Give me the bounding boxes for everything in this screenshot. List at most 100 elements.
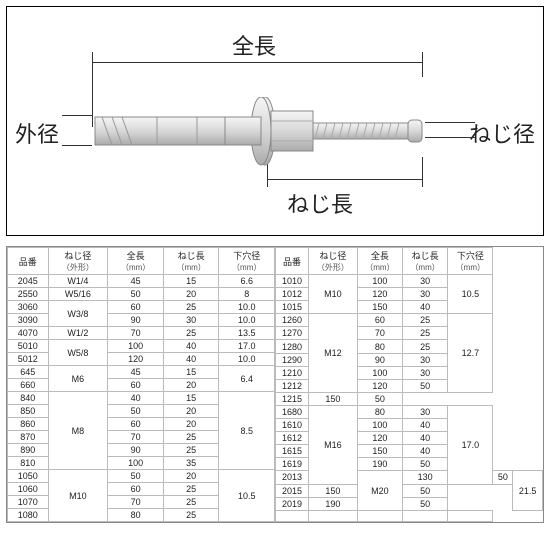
- cell-total-len: 90: [108, 444, 164, 457]
- cell-thread-len: 25: [163, 301, 219, 314]
- cell-part-no: 870: [8, 431, 49, 444]
- cell-thread-dia: W1/4: [48, 275, 108, 288]
- cell-hole-dia: 10.0: [219, 314, 275, 327]
- cell-part-no: 1050: [8, 470, 49, 483]
- cell-part-no: 1060: [8, 483, 49, 496]
- cell-part-no: 2550: [8, 288, 49, 301]
- cell-part-no: 1610: [276, 419, 309, 432]
- cell-total-len: 130: [402, 471, 447, 484]
- cell-thread-len: 50: [402, 484, 447, 497]
- cell-hole-dia: 6.6: [219, 275, 275, 288]
- label-total-length: 全長: [232, 29, 276, 61]
- cell-thread-len: 50: [402, 497, 447, 510]
- cell-total-len: 90: [108, 314, 164, 327]
- cell-hole-dia: [448, 510, 493, 521]
- cell-hole-dia: 10.5: [219, 470, 275, 522]
- cell-thread-dia: M8: [48, 392, 108, 470]
- cell-total-len: 70: [108, 496, 164, 509]
- cell-part-no: 1270: [276, 327, 309, 340]
- cell-part-no: 2019: [276, 497, 309, 510]
- cell-total-len: 45: [108, 366, 164, 379]
- table-row: 2550W5/1650208: [8, 288, 275, 301]
- col-part-no: 品番: [8, 248, 49, 275]
- cell-part-no: 2015: [276, 484, 309, 497]
- table-header-row: 品番 ねじ径（外形） 全長（mm） ねじ長（mm） 下穴径（mm）: [276, 248, 543, 275]
- cell-thread-dia: M12: [308, 314, 357, 393]
- cell-total-len: 150: [357, 301, 402, 314]
- cell-part-no: 1070: [8, 496, 49, 509]
- spec-table-right: 品番 ねじ径（外形） 全長（mm） ねじ長（mm） 下穴径（mm） 1010M1…: [275, 247, 543, 522]
- cell-part-no: 1010: [276, 275, 309, 288]
- cell-hole-dia: 13.5: [219, 327, 275, 340]
- spec-tables: 品番 ねじ径（外形） 全長（mm） ねじ長（mm） 下穴径（mm） 2045W1…: [6, 246, 544, 523]
- table-row: 1680M16803017.0: [276, 405, 543, 418]
- cell-thread-len: 20: [163, 470, 219, 483]
- table-row: 50121204010.0: [8, 353, 275, 366]
- cell-hole-dia: 21.5: [513, 471, 543, 510]
- cell-total-len: 50: [108, 470, 164, 483]
- cell-part-no: 5012: [8, 353, 49, 366]
- cell-thread-len: 50: [357, 392, 402, 405]
- cell-total-len: 60: [108, 483, 164, 496]
- cell-part-no: 810: [8, 457, 49, 470]
- cell-part-no: 1080: [8, 509, 49, 522]
- cell-total-len: 100: [357, 275, 402, 288]
- cell-total-len: 70: [108, 327, 164, 340]
- cell-part-no: 645: [8, 366, 49, 379]
- col-hole-dia: 下穴径（mm）: [219, 248, 275, 275]
- cell-thread-len: 25: [163, 327, 219, 340]
- cell-total-len: 50: [108, 288, 164, 301]
- table-row: 201919050: [276, 497, 543, 510]
- cell-part-no: 850: [8, 405, 49, 418]
- cell-hole-dia: 10.5: [448, 275, 493, 314]
- table-row: 840M840158.5: [8, 392, 275, 405]
- table-row: 3060W3/8602510.0: [8, 301, 275, 314]
- dim-line-top: [92, 62, 422, 63]
- cell-thread-len: 20: [163, 379, 219, 392]
- cell-part-no: 1615: [276, 445, 309, 458]
- table-row: 5010W5/81004017.0: [8, 340, 275, 353]
- cell-total-len: 120: [357, 432, 402, 445]
- cell-part-no: 1290: [276, 353, 309, 366]
- cell-thread-len: 20: [163, 288, 219, 301]
- cell-total-len: 60: [357, 314, 402, 327]
- cell-thread-len: 25: [402, 314, 447, 327]
- table-row: 1260M12602512.7: [276, 314, 543, 327]
- cell-thread-len: [402, 510, 447, 521]
- diagram-frame: 全長 外径 ねじ径 ねじ長: [6, 6, 544, 236]
- table-row: 2045W1/445156.6: [8, 275, 275, 288]
- cell-part-no: 1619: [276, 458, 309, 471]
- cell-total-len: 80: [357, 340, 402, 353]
- cell-total-len: 80: [357, 405, 402, 418]
- cell-part-no: 5010: [8, 340, 49, 353]
- col-thread-dia: ねじ径（外形）: [48, 248, 108, 275]
- cell-total-len: 70: [108, 431, 164, 444]
- cell-thread-len: 15: [163, 366, 219, 379]
- col-thread-dia: ねじ径（外形）: [308, 248, 357, 275]
- cell-total-len: 100: [357, 419, 402, 432]
- cell-part-no: 1015: [276, 301, 309, 314]
- table-row: 1010M101003010.5: [276, 275, 543, 288]
- cell-thread-len: 30: [402, 353, 447, 366]
- cell-thread-dia: M6: [48, 366, 108, 392]
- cell-thread-dia: W1/2: [48, 327, 108, 340]
- col-total-len: 全長（mm）: [108, 248, 164, 275]
- cell-hole-dia: 17.0: [448, 405, 493, 484]
- cell-thread-len: 40: [402, 419, 447, 432]
- cell-hole-dia: 6.4: [219, 366, 275, 392]
- cell-part-no: 1012: [276, 288, 309, 301]
- cell-thread-dia: M20: [357, 471, 402, 510]
- table-row: 121515050: [276, 392, 543, 405]
- cell-thread-len: 50: [402, 379, 447, 392]
- col-thread-len: ねじ長（mm）: [163, 248, 219, 275]
- cell-total-len: 190: [357, 458, 402, 471]
- table-row: 3090903010.0: [8, 314, 275, 327]
- cell-part-no: [276, 510, 309, 521]
- dim-tick: [422, 52, 423, 77]
- cell-thread-dia: M16: [308, 405, 357, 484]
- label-thread-dia: ねじ径: [469, 117, 535, 149]
- col-total-len: 全長（mm）: [357, 248, 402, 275]
- cell-thread-len: 25: [163, 483, 219, 496]
- cell-thread-len: 40: [402, 301, 447, 314]
- table-row: 1050M10502010.5: [8, 470, 275, 483]
